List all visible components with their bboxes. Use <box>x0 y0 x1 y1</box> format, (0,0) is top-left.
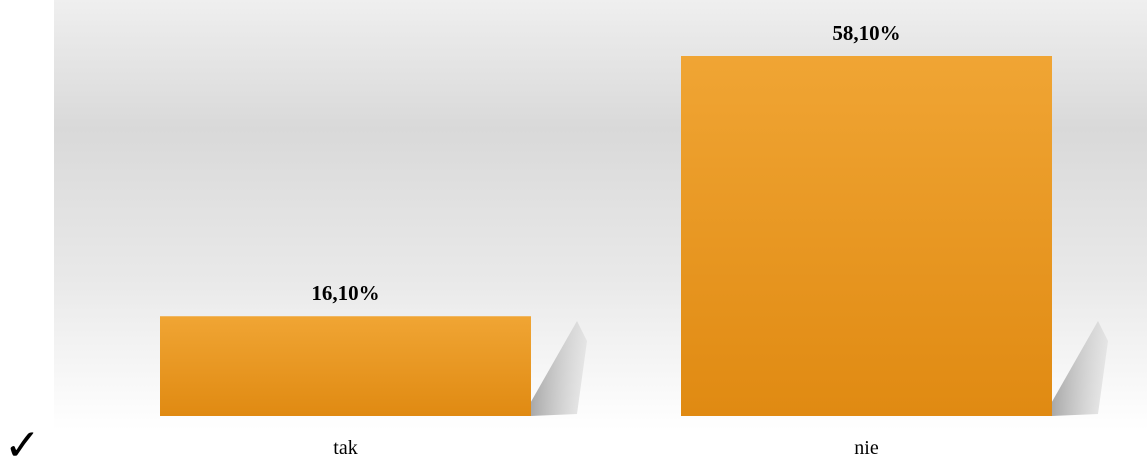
category-label-nie: nie <box>854 437 879 459</box>
check-mark-icon: ✓ <box>4 420 41 471</box>
value-labels-group: 16,10% 58,10% <box>311 21 900 305</box>
value-label-tak: 16,10% <box>311 281 379 305</box>
bars-group <box>160 56 1052 416</box>
category-labels-group: tak nie <box>333 437 879 459</box>
bar-shadow-tak <box>531 321 587 416</box>
bar-tak <box>160 316 531 416</box>
bar-shadow-nie <box>1052 321 1108 416</box>
bar-shadows <box>531 321 1108 416</box>
category-label-tak: tak <box>333 437 357 459</box>
bar-nie <box>681 56 1052 416</box>
value-label-nie: 58,10% <box>832 21 900 45</box>
